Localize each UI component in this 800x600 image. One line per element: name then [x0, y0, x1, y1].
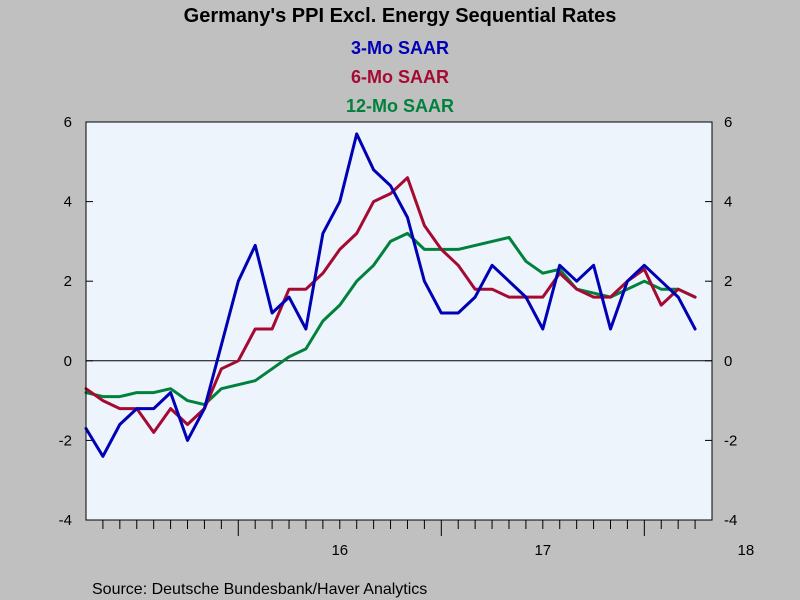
y-tick-label-right: 4: [724, 194, 732, 211]
legend-entry: 6-Mo SAAR: [351, 67, 449, 87]
series-line-12-mo-saar: [84, 231, 697, 407]
y-tick-label-right: -4: [724, 512, 737, 529]
y-tick-label-left: 4: [64, 194, 72, 211]
series-line-3-mo-saar: [84, 132, 697, 458]
plot-area: [86, 122, 712, 520]
chart-title: Germany's PPI Excl. Energy Sequential Ra…: [184, 5, 617, 27]
series-lines: [84, 132, 697, 458]
y-tick-label-left: 6: [64, 114, 72, 131]
y-tick-label-left: -4: [59, 512, 72, 529]
x-axis: 16 17 18: [102, 520, 755, 559]
y-tick-label-right: -2: [724, 432, 737, 449]
legend-entry: 3-Mo SAAR: [351, 38, 449, 58]
x-tick-label: 16: [331, 542, 348, 559]
y-tick-label-left: -2: [59, 432, 72, 449]
y-tick-label-right: 0: [724, 353, 732, 370]
legend-entry: 12-Mo SAAR: [346, 96, 454, 116]
x-tick-label: 17: [534, 542, 551, 559]
y-tick-label-left: 2: [64, 273, 72, 290]
plot-frame: [85, 121, 713, 521]
y-tick-label-right: 6: [724, 114, 732, 131]
y-tick-label-right: 2: [724, 273, 732, 290]
series-line-6-mo-saar: [84, 176, 697, 434]
source-note: Source: Deutsche Bundesbank/Haver Analyt…: [92, 581, 427, 598]
y-tick-label-left: 0: [64, 353, 72, 370]
legend: 3-Mo SAAR 6-Mo SAAR 12-Mo SAAR: [346, 38, 454, 116]
x-tick-label: 18: [738, 542, 755, 559]
